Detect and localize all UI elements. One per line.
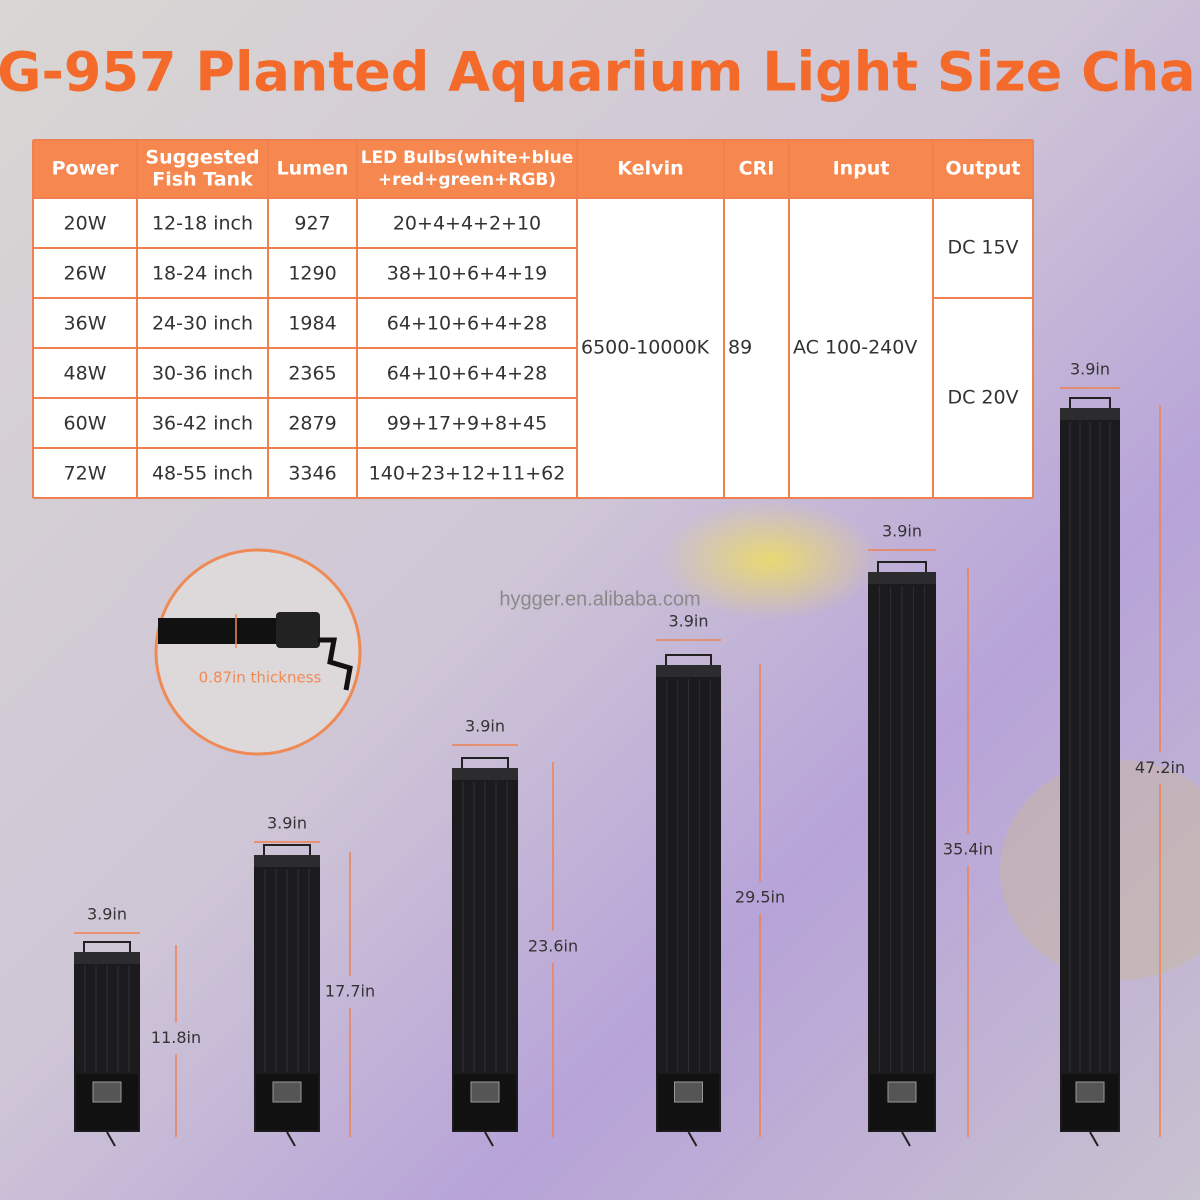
- table-cell: 12-18 inch: [152, 213, 253, 235]
- light-handle: [461, 757, 509, 768]
- header-cell: +red+green+RGB): [378, 170, 556, 190]
- light-display: [1075, 1081, 1105, 1103]
- table-cell: 2879: [288, 413, 336, 435]
- lights: 3.9in 11.8in 3.9in 17.7in 3.9in 23.6in 3.9in 29…: [74, 360, 1185, 1147]
- header-cell: Kelvin: [617, 158, 683, 180]
- light-cord: [106, 1131, 116, 1147]
- table-cell: 72W: [64, 463, 107, 485]
- merged-cell: AC 100-240V: [793, 337, 917, 359]
- header-cell: Output: [946, 158, 1021, 180]
- width-label: 3.9in: [882, 522, 922, 541]
- light-cap: [452, 768, 518, 780]
- merged-cell: 89: [728, 337, 752, 359]
- header-cell: Input: [833, 158, 890, 180]
- length-label: 17.7in: [325, 982, 375, 1001]
- table-cell: 48-55 inch: [152, 463, 253, 485]
- width-label: 3.9in: [1070, 360, 1110, 379]
- light-handle: [263, 844, 311, 855]
- table-cell: 36W: [64, 313, 107, 335]
- table-cell: 26W: [64, 263, 107, 285]
- table-cell: 1984: [288, 313, 336, 335]
- watermark: hygger.en.alibaba.com: [499, 588, 700, 610]
- table-cell: 18-24 inch: [152, 263, 253, 285]
- width-label: 3.9in: [267, 814, 307, 833]
- length-label: 47.2in: [1135, 758, 1185, 777]
- table-cell: 927: [294, 213, 330, 235]
- header-cell: CRI: [739, 158, 775, 180]
- light-handle: [1069, 397, 1111, 408]
- table-cell: 20W: [64, 213, 107, 235]
- light-cord: [1089, 1131, 1099, 1147]
- title: HG-957 Planted Aquarium Light Size Chart: [0, 41, 1200, 104]
- light-handle: [83, 941, 131, 952]
- light-cap: [74, 952, 140, 964]
- table-cell: 140+23+12+11+62: [369, 463, 566, 485]
- table-cell: 30-36 inch: [152, 363, 253, 385]
- thickness-label: 0.87in thickness: [199, 669, 322, 687]
- table-cell: 64+10+6+4+28: [387, 363, 547, 385]
- light-display: [470, 1081, 500, 1103]
- inset-circle: [154, 548, 362, 756]
- table-cell: 1290: [288, 263, 336, 285]
- light-cord: [687, 1131, 698, 1147]
- width-label: 3.9in: [668, 612, 708, 631]
- light-cap: [254, 855, 320, 867]
- table-cell: 2365: [288, 363, 336, 385]
- table-cell: 3346: [288, 463, 336, 485]
- light-cord: [484, 1131, 494, 1147]
- table-cell: 64+10+6+4+28: [387, 313, 547, 335]
- table-cell: 24-30 inch: [152, 313, 253, 335]
- background-fish: [660, 500, 880, 620]
- light-cap: [656, 665, 721, 677]
- table-cell: 36-42 inch: [152, 413, 253, 435]
- header-cell: Fish Tank: [152, 169, 253, 191]
- thickness-inset: 0.87in thickness: [154, 548, 362, 756]
- inset-endcap: [276, 612, 320, 648]
- light-cap: [868, 572, 936, 584]
- light-display: [272, 1081, 302, 1103]
- length-label: 29.5in: [735, 888, 785, 907]
- table-cell: 38+10+6+4+19: [387, 263, 547, 285]
- length-label: 11.8in: [151, 1028, 201, 1047]
- light-handle: [877, 561, 927, 572]
- table-cell: 60W: [64, 413, 107, 435]
- table-cell: 48W: [64, 363, 107, 385]
- header-cell: Lumen: [277, 158, 349, 180]
- light-display: [887, 1081, 917, 1103]
- light-cap: [1060, 408, 1120, 420]
- width-label: 3.9in: [465, 717, 505, 736]
- length-label: 23.6in: [528, 937, 578, 956]
- length-label: 35.4in: [943, 840, 993, 859]
- width-label: 3.9in: [87, 905, 127, 924]
- inset-bracket: [318, 637, 353, 691]
- light-handle: [665, 654, 712, 665]
- table-bg: [33, 140, 1033, 498]
- output-cell: DC 15V: [947, 237, 1018, 259]
- header-cell: Power: [52, 158, 119, 180]
- merged-cell: 6500-10000K: [581, 337, 710, 359]
- output-cell: DC 20V: [947, 387, 1018, 409]
- header-cell: LED Bulbs(white+blue: [361, 148, 574, 168]
- header-cell: Suggested: [145, 147, 259, 169]
- light-cord: [286, 1131, 296, 1147]
- light-display: [92, 1081, 122, 1103]
- table-cell: 20+4+4+2+10: [393, 213, 541, 235]
- inset-bar: [158, 618, 278, 644]
- table-cell: 99+17+9+8+45: [387, 413, 547, 435]
- light-cord: [901, 1131, 911, 1147]
- light-display: [674, 1081, 703, 1103]
- header-bg: [33, 140, 1033, 198]
